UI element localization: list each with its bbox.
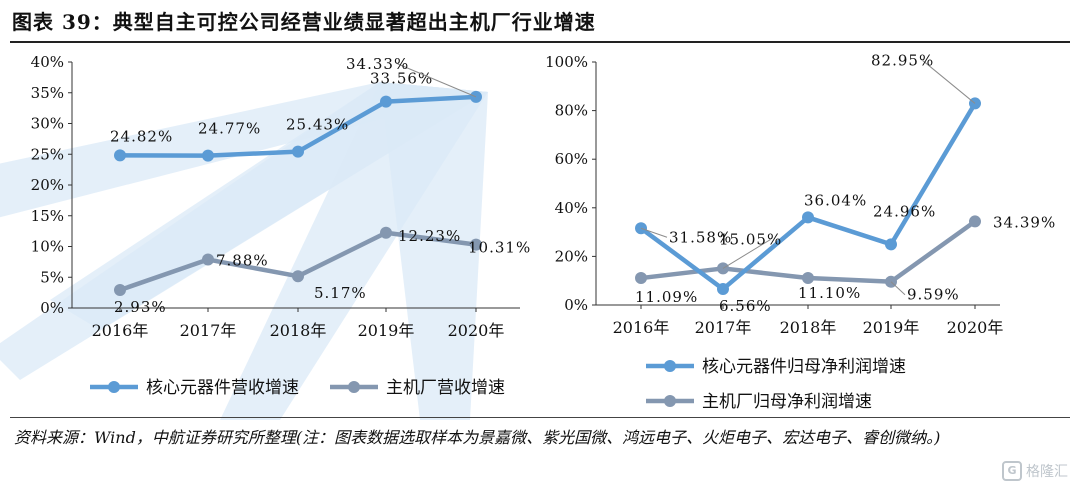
chart2-y-tick-label: 40%	[555, 199, 588, 217]
chart2-x-tick-label: 2020年	[947, 318, 1004, 337]
chart1-data-label: 24.77%	[198, 120, 261, 138]
chart1-series-2-point	[380, 226, 392, 239]
chart1-series-2-point	[292, 270, 304, 283]
chart1-x-tick-label: 2018年	[270, 321, 327, 340]
chart2-data-label-leader	[722, 239, 771, 269]
watermark-logo-icon: G	[1002, 461, 1022, 481]
chart1-legend-label: 主机厂营收增速	[386, 378, 505, 398]
chart1-series-1-point	[114, 149, 126, 162]
chart1-legend-swatch-marker	[108, 381, 120, 393]
chart1-series-1-point	[292, 145, 304, 158]
chart1-data-label: 34.33%	[346, 55, 409, 73]
chart1-data-label: 33.56%	[370, 70, 433, 88]
watermark: G 格隆汇	[1002, 461, 1068, 481]
chart1-data-label: 12.23%	[398, 227, 461, 245]
chart2-data-label: 9.59%	[907, 286, 960, 304]
chart1-y-tick-label: 20%	[31, 176, 64, 194]
chart2-data-label: 31.58%	[669, 228, 732, 246]
chart2-data-label: 36.04%	[804, 191, 867, 209]
chart2-legend-label: 主机厂归母净利润增速	[702, 392, 872, 412]
chart2-y-tick-label: 100%	[545, 53, 588, 71]
chart1-series-2-point	[114, 283, 126, 296]
chart1-data-label: 24.82%	[110, 127, 173, 145]
chart1-x-tick-label: 2020年	[448, 321, 505, 340]
chart1-y-tick-label: 40%	[31, 53, 64, 71]
chart1-y-tick-label: 0%	[40, 299, 64, 317]
chart2-y-tick-label: 80%	[555, 102, 588, 120]
chart1-data-label: 25.43%	[286, 116, 349, 134]
chart1-data-label: 5.17%	[314, 284, 367, 302]
chart1-legend-swatch-marker	[348, 381, 360, 393]
chart2-x-tick-label: 2019年	[863, 318, 920, 337]
chart2-x-tick-label: 2016年	[613, 318, 670, 337]
chart1-data-label: 7.88%	[216, 252, 269, 270]
chart2-series-2-point	[969, 215, 981, 228]
chart1-y-tick-label: 10%	[31, 238, 64, 256]
source-note: 资料来源：Wind，中航证券研究所整理(注：图表数据选取样本为景嘉微、紫光国微、…	[14, 428, 941, 447]
chart1-legend-label: 核心元器件营收增速	[146, 378, 299, 398]
chart1-data-label: 2.93%	[114, 298, 167, 316]
chart2-data-label: 34.39%	[993, 213, 1056, 231]
chart2-x-tick-label: 2018年	[780, 318, 837, 337]
chart1-series-2-point	[202, 253, 214, 266]
chart2-data-label-leader	[890, 281, 906, 296]
title-divider	[10, 41, 1070, 43]
chart2-x-tick-label: 2017年	[695, 318, 752, 337]
chart1-data-label-leader	[397, 63, 477, 98]
chart2-legend-swatch-marker	[664, 360, 676, 372]
chart2-series-1-point	[885, 238, 897, 251]
chart2-series-2-point	[802, 272, 814, 285]
chart2-data-label: 11.10%	[798, 284, 861, 302]
chart2-data-label-leader	[922, 60, 976, 104]
chart1-y-tick-label: 25%	[31, 145, 64, 163]
chart2-y-tick-label: 60%	[555, 150, 588, 168]
watermark-text: 格隆汇	[1026, 464, 1068, 480]
source-divider	[10, 417, 1070, 418]
chart2-y-tick-label: 0%	[564, 296, 588, 314]
chart1-x-tick-label: 2019年	[358, 321, 415, 340]
chart2-series-1-point	[717, 283, 729, 296]
chart2-series-2-point	[635, 272, 647, 285]
chart2-data-label-leader	[640, 227, 668, 238]
chart1-series-1-point	[202, 149, 214, 162]
chart2-data-label: 82.95%	[871, 51, 934, 69]
background-ray-3	[380, 82, 488, 420]
chart2-data-label: 24.96%	[873, 202, 936, 220]
chart2-legend-label: 核心元器件归母净利润增速	[702, 357, 906, 377]
chart1-x-tick-label: 2016年	[92, 321, 149, 340]
chart1-y-tick-label: 5%	[40, 268, 64, 286]
chart1-y-tick-label: 35%	[31, 84, 64, 102]
background-ray-4	[0, 82, 488, 380]
chart2-data-label: 6.56%	[719, 297, 772, 315]
chart1-x-tick-label: 2017年	[180, 321, 237, 340]
chart1-y-tick-label: 15%	[31, 207, 64, 225]
chart2-legend-swatch-marker	[664, 395, 676, 407]
chart2-data-label: 15.05%	[719, 230, 782, 248]
chart1-series-2-point	[470, 238, 482, 251]
chart1-series-1-point	[380, 95, 392, 108]
chart2-data-label: 11.09%	[635, 288, 698, 306]
figure-title: 图表 39：典型自主可控公司经营业绩显著超出主机厂行业增速	[12, 10, 596, 34]
chart1-y-tick-label: 30%	[31, 115, 64, 133]
chart1-data-label: 10.31%	[468, 239, 531, 257]
chart2-series-1-point	[802, 211, 814, 224]
chart2-y-tick-label: 20%	[555, 247, 588, 265]
